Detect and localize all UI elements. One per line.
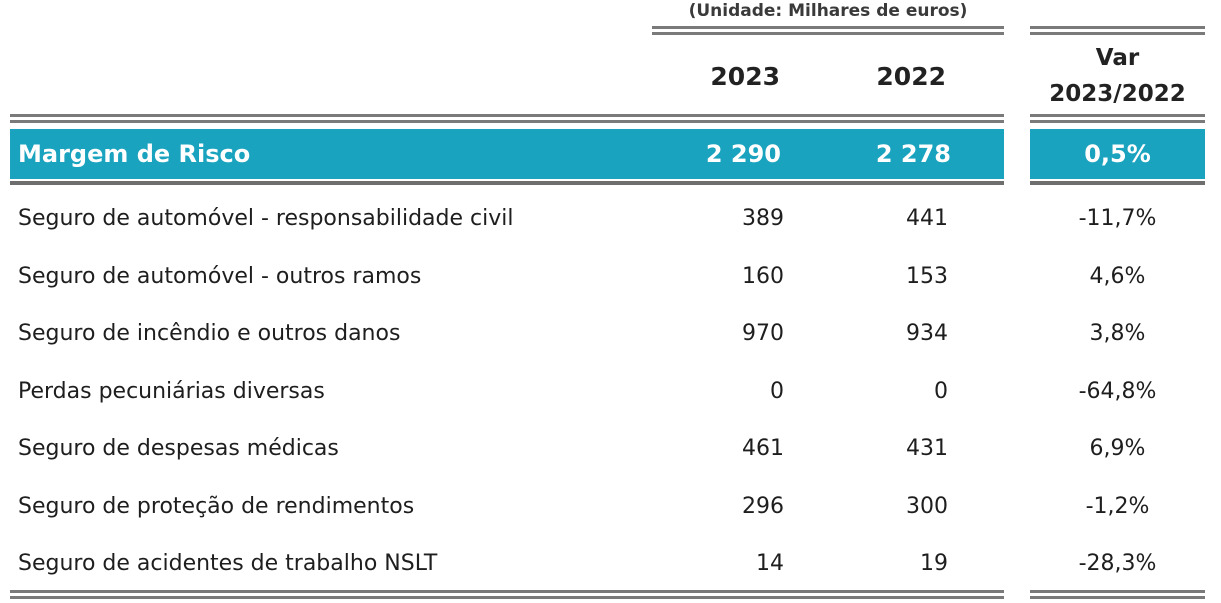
row-value-2023: 14 <box>756 551 784 576</box>
row-label: Seguro de automóvel - outros ramos <box>18 264 422 289</box>
row-label: Seguro de acidentes de trabalho NSLT <box>18 551 438 576</box>
row-value-var: 3,8% <box>1089 321 1146 346</box>
unit-note: (Unidade: Milhares de euros) <box>688 1 968 21</box>
row-value-var: -1,2% <box>1085 494 1150 519</box>
row-label: Seguro de despesas médicas <box>18 436 339 461</box>
row-value-var: 6,9% <box>1089 436 1146 461</box>
header-top-rule-main <box>652 26 1004 35</box>
row-value-2022: 431 <box>906 436 948 461</box>
row-value-2022: 0 <box>934 379 948 404</box>
row-label: Seguro de automóvel - responsabilidade c… <box>18 206 514 231</box>
highlight-label: Margem de Risco <box>18 140 251 168</box>
band-bottom-rule-var <box>1030 181 1205 185</box>
row-value-var: 4,6% <box>1089 264 1146 289</box>
row-value-2022: 441 <box>906 206 948 231</box>
row-value-2023: 389 <box>742 206 784 231</box>
row-label: Seguro de proteção de rendimentos <box>18 494 415 519</box>
row-value-2023: 970 <box>742 321 784 346</box>
row-value-var: -64,8% <box>1078 379 1157 404</box>
row-value-2022: 19 <box>920 551 948 576</box>
row-value-2023: 0 <box>770 379 784 404</box>
column-header-2022: 2022 <box>876 62 946 91</box>
row-value-2023: 160 <box>742 264 784 289</box>
row-label: Perdas pecuniárias diversas <box>18 379 325 404</box>
header-bottom-rule-var <box>1030 114 1205 123</box>
column-header-2023: 2023 <box>710 62 780 91</box>
row-label: Seguro de incêndio e outros danos <box>18 321 401 346</box>
row-value-var: -28,3% <box>1078 551 1157 576</box>
row-value-2022: 153 <box>906 264 948 289</box>
highlight-value-2022: 2 278 <box>875 140 951 168</box>
row-value-2023: 461 <box>742 436 784 461</box>
highlight-var-cell: 0,5% <box>1030 129 1205 179</box>
row-value-2023: 296 <box>742 494 784 519</box>
highlight-value-2023: 2 290 <box>705 140 781 168</box>
band-bottom-rule-main <box>10 181 1004 185</box>
column-header-var-line1: Var <box>1095 45 1140 71</box>
highlight-row-margem-de-risco: Margem de Risco 2 290 2 278 <box>10 129 1004 179</box>
header-bottom-rule-main <box>10 114 1004 123</box>
row-value-2022: 300 <box>906 494 948 519</box>
row-value-var: -11,7% <box>1078 206 1157 231</box>
header-top-rule-var <box>1030 26 1205 35</box>
table-bottom-rule-main <box>10 590 1004 599</box>
column-header-var-line2: 2023/2022 <box>1049 81 1186 107</box>
highlight-value-var: 0,5% <box>1084 140 1151 168</box>
table-bottom-rule-var <box>1030 590 1205 599</box>
row-value-2022: 934 <box>906 321 948 346</box>
